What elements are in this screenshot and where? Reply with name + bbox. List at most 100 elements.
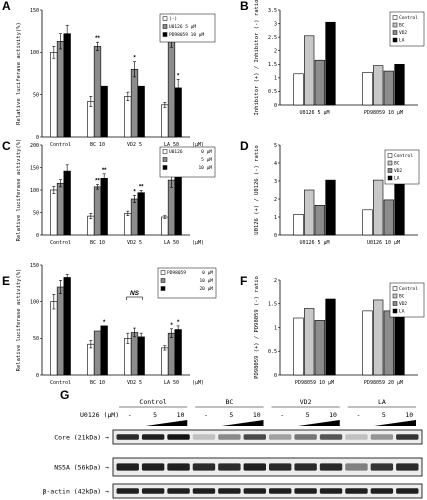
blot-band bbox=[370, 434, 394, 440]
bar bbox=[100, 85, 108, 138]
legend-entry: 5 μM bbox=[201, 157, 212, 163]
x-tick-label: LA 50 bbox=[164, 142, 179, 148]
legend-swatch bbox=[392, 293, 398, 299]
bar bbox=[325, 298, 336, 376]
y-tick-label: 150 bbox=[30, 263, 39, 269]
bar bbox=[174, 329, 182, 376]
x-tick-label: U0126 5 μM bbox=[299, 240, 329, 246]
panel-label-A: A bbox=[2, 0, 11, 13]
legend-swatch bbox=[387, 168, 393, 173]
blot-band bbox=[319, 463, 343, 471]
significance-mark: ** bbox=[95, 36, 100, 42]
bar bbox=[314, 320, 325, 376]
blot-band bbox=[167, 488, 190, 494]
x-unit-label: (μM) bbox=[192, 380, 204, 386]
legend-entry: 10 μM bbox=[199, 278, 213, 284]
blot-band bbox=[294, 488, 317, 494]
legend-swatch bbox=[387, 153, 393, 158]
bar bbox=[50, 301, 58, 376]
lane-label: 10 bbox=[329, 411, 337, 419]
lane-label: - bbox=[128, 411, 132, 419]
x-tick-label: PD98059 10 μM bbox=[295, 380, 334, 386]
panel-label-E: E bbox=[2, 274, 10, 288]
y-tick-label: 0 bbox=[274, 373, 277, 379]
bar bbox=[362, 72, 373, 106]
legend-entry: 10 μM bbox=[198, 165, 212, 171]
lane-label: - bbox=[204, 411, 208, 419]
legend-swatch bbox=[392, 286, 398, 291]
legend-entry: PD98059 10 μM bbox=[169, 32, 205, 38]
lane-label: 10 bbox=[177, 411, 185, 419]
bar bbox=[394, 63, 405, 106]
lane-label: 5 bbox=[229, 411, 233, 419]
bar bbox=[130, 332, 139, 376]
significance-mark: * bbox=[133, 189, 136, 195]
blot-row-label: β-actin (42kDa) → bbox=[42, 488, 109, 496]
blot-band bbox=[116, 434, 139, 440]
y-tick-label: 0.5 bbox=[268, 349, 277, 355]
legend-swatch bbox=[392, 301, 398, 306]
y-tick-label: 0 bbox=[36, 373, 39, 379]
legend-swatch bbox=[160, 286, 166, 291]
legend-entry: Control bbox=[399, 15, 418, 21]
panel-label-D: D bbox=[240, 139, 249, 153]
panel-label-F: F bbox=[240, 274, 247, 288]
lane-label: 5 bbox=[306, 411, 310, 419]
x-tick-label: BC 10 bbox=[90, 142, 105, 148]
legend-swatch bbox=[162, 32, 168, 37]
x-tick-label: VD2 5 bbox=[127, 380, 142, 386]
x-tick-label: Control bbox=[50, 240, 71, 246]
x-tick-label: U0126 10 μM bbox=[367, 240, 400, 246]
legend-swatch bbox=[392, 15, 398, 20]
bar bbox=[50, 52, 58, 138]
bar bbox=[124, 213, 132, 236]
blot-group-label: LA bbox=[378, 398, 386, 406]
bar bbox=[87, 343, 95, 376]
y-axis-label: U0126 (+) / U0126 (-) ratio bbox=[254, 145, 260, 234]
legend-entry: VD2 bbox=[399, 30, 407, 36]
y-tick-label: 5 bbox=[274, 143, 277, 149]
bar bbox=[124, 338, 132, 376]
bar bbox=[63, 277, 71, 376]
legend-swatch bbox=[387, 160, 393, 166]
bar bbox=[362, 310, 373, 376]
blot-band bbox=[141, 434, 165, 440]
bar bbox=[161, 347, 169, 376]
y-tick-label: 0 bbox=[36, 233, 39, 239]
y-tick-label: 0 bbox=[36, 135, 39, 141]
legend-entry: 20 μM bbox=[199, 286, 213, 292]
significance-mark: * bbox=[177, 320, 180, 326]
y-tick-label: 0 bbox=[274, 233, 277, 239]
significance-mark: * bbox=[177, 73, 180, 79]
blot-band bbox=[218, 488, 241, 494]
legend-swatch bbox=[392, 30, 398, 35]
legend-swatch bbox=[162, 24, 168, 29]
y-axis-label: Relative luciferase activity(%) bbox=[16, 139, 22, 242]
legend-entry: U0126 5 μM bbox=[169, 24, 196, 30]
y-tick-label: 2 bbox=[274, 197, 277, 203]
dose-wedge bbox=[374, 420, 416, 426]
blot-band bbox=[294, 434, 317, 440]
y-tick-label: 150 bbox=[30, 8, 39, 14]
lane-label: - bbox=[356, 411, 360, 419]
legend-swatch bbox=[162, 16, 168, 21]
blot-band bbox=[167, 463, 190, 471]
legend-entry: LA bbox=[399, 309, 405, 315]
bar bbox=[63, 33, 71, 138]
legend-entry: LA bbox=[394, 176, 400, 182]
y-axis-label: PD98059 (+) / PD98059 (-) ratio bbox=[254, 276, 260, 379]
y-tick-label: 50 bbox=[33, 92, 39, 98]
bar bbox=[137, 85, 145, 138]
lane-label: - bbox=[280, 411, 284, 419]
legend-swatch bbox=[392, 308, 398, 314]
bar bbox=[383, 70, 394, 106]
blot-band bbox=[192, 488, 216, 494]
blot-band bbox=[319, 434, 343, 440]
legend-entry: 0 μM bbox=[202, 270, 213, 276]
legend-entry: BC bbox=[399, 23, 405, 29]
x-tick-label: LA 50 bbox=[164, 240, 179, 246]
bar bbox=[130, 198, 139, 236]
y-tick-label: 3 bbox=[274, 179, 277, 185]
bar bbox=[161, 104, 169, 138]
bar bbox=[56, 182, 65, 236]
